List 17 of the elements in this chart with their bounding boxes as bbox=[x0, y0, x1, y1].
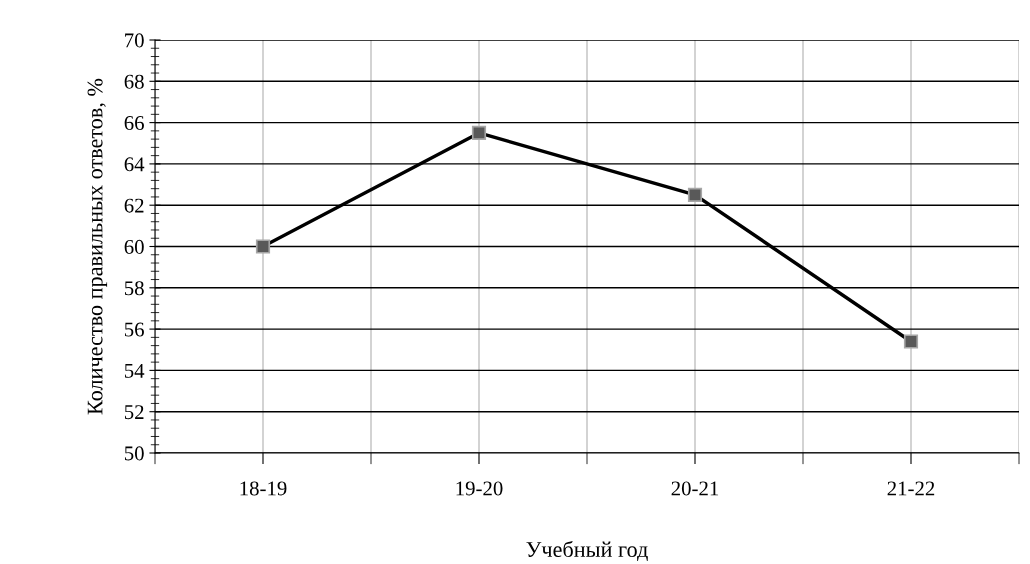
y-tick-label: 52 bbox=[124, 405, 144, 420]
y-axis-title: Количество правильных ответов, % bbox=[87, 78, 108, 415]
y-tick-label: 64 bbox=[124, 157, 145, 172]
x-tick-label: 21-22 bbox=[887, 481, 935, 496]
x-tick-label: 19-20 bbox=[456, 481, 503, 496]
y-tick-label: 50 bbox=[124, 446, 144, 461]
x-tick-label: 18-19 bbox=[240, 481, 287, 496]
x-axis-title: Учебный год bbox=[526, 540, 648, 562]
y-tick-label: 60 bbox=[124, 239, 144, 254]
y-tick-label: 62 bbox=[124, 198, 144, 213]
y-tick-label: 56 bbox=[124, 322, 144, 337]
y-tick-label: 68 bbox=[124, 74, 144, 89]
y-tick-label: 54 bbox=[124, 363, 145, 378]
x-tick-label: 20-21 bbox=[671, 481, 719, 496]
y-tick-label: 58 bbox=[124, 281, 144, 296]
y-tick-label: 70 bbox=[125, 33, 144, 48]
y-tick-label: 66 bbox=[124, 116, 144, 131]
